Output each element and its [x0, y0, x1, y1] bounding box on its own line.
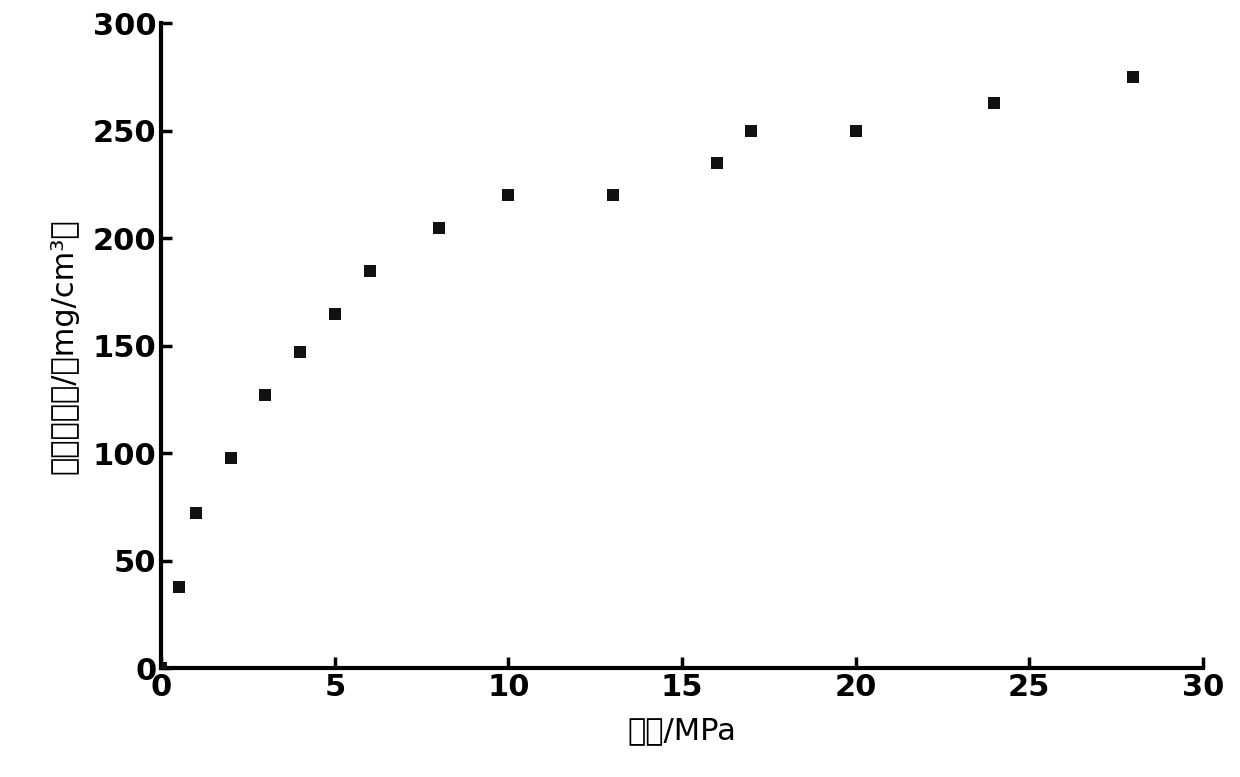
Point	[290, 346, 310, 358]
Point	[221, 451, 241, 464]
Point	[846, 124, 866, 137]
Point	[360, 264, 379, 277]
Point	[985, 96, 1004, 109]
Point	[429, 221, 449, 234]
Y-axis label: 吸附相密度/（mg/cm³）: 吸附相密度/（mg/cm³）	[50, 218, 78, 473]
Point	[151, 662, 171, 674]
Point	[1123, 71, 1143, 83]
Point	[742, 124, 761, 137]
Point	[255, 389, 275, 402]
Point	[707, 157, 727, 169]
Point	[186, 507, 206, 520]
Point	[603, 189, 622, 201]
Point	[325, 307, 345, 320]
X-axis label: 压力/MPa: 压力/MPa	[627, 716, 737, 745]
Point	[498, 189, 518, 201]
Point	[169, 580, 188, 593]
